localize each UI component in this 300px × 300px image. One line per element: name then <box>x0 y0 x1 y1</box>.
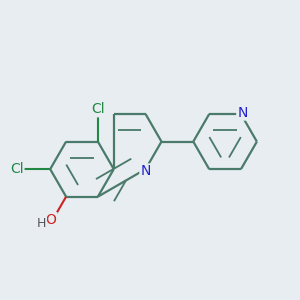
Text: Cl: Cl <box>10 162 23 176</box>
Text: N: N <box>140 164 151 178</box>
Text: Cl: Cl <box>91 102 105 116</box>
Text: O: O <box>46 213 56 227</box>
Text: H: H <box>37 217 46 230</box>
Text: N: N <box>237 106 248 120</box>
